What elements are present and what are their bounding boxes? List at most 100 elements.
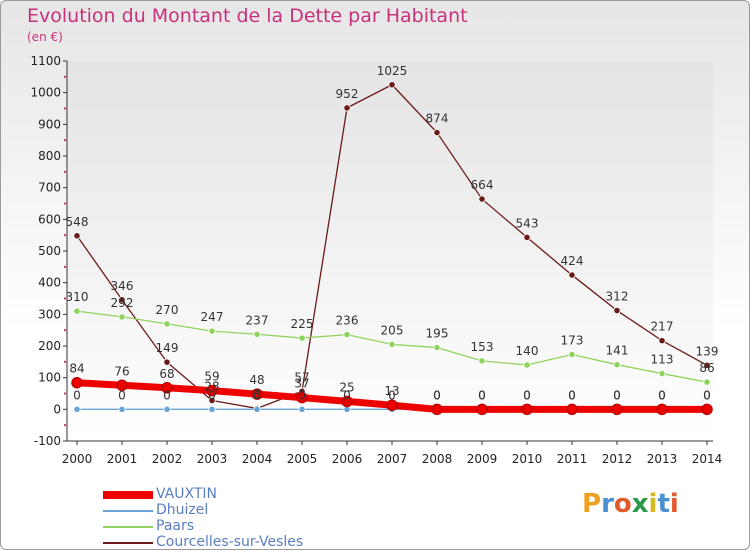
legend-swatch-vauxtin <box>103 491 153 499</box>
data-point-paars <box>118 313 126 321</box>
legend-label-dhuizel: Dhuizel <box>156 502 209 518</box>
data-point-paars <box>478 357 486 365</box>
data-point-vauxtin <box>611 403 623 416</box>
data-point-courcelles-sur-vesles <box>163 358 171 366</box>
data-label-paars: 141 <box>606 344 629 358</box>
data-label-courcelles-sur-vesles: 3 <box>253 387 261 401</box>
y-tick-label: 800 <box>38 149 61 163</box>
data-point-courcelles-sur-vesles <box>73 232 81 240</box>
data-label-courcelles-sur-vesles: 346 <box>111 279 134 293</box>
x-tick-label: 2004 <box>242 452 273 466</box>
y-tick-label: 200 <box>38 339 61 353</box>
data-label-paars: 113 <box>651 353 674 367</box>
data-point-vauxtin <box>251 388 263 400</box>
data-label-dhuizel: 0 <box>388 388 396 402</box>
data-label-paars: 270 <box>156 303 179 317</box>
y-tick-label: 400 <box>38 276 61 290</box>
data-label-vauxtin: 84 <box>69 362 84 376</box>
y-tick-label: 0 <box>53 402 61 416</box>
data-label-paars: 195 <box>426 327 449 341</box>
data-label-courcelles-sur-vesles: 28 <box>204 379 219 393</box>
y-tick-label: 500 <box>38 244 61 258</box>
legend-item-dhuizel: Dhuizel <box>103 502 363 519</box>
data-label-paars: 153 <box>471 340 494 354</box>
data-point-paars <box>343 330 351 339</box>
x-tick-label: 2012 <box>602 452 633 466</box>
data-point-paars <box>568 350 576 359</box>
data-label-vauxtin: 68 <box>159 367 174 381</box>
x-tick-label: 2010 <box>512 452 543 466</box>
logo-letter: x <box>631 489 649 519</box>
data-label-courcelles-sur-vesles: 149 <box>156 341 179 355</box>
data-label-dhuizel: 0 <box>343 388 351 402</box>
logo-letter: i <box>669 489 679 519</box>
x-tick-label: 2009 <box>467 452 498 466</box>
data-point-vauxtin <box>476 403 488 416</box>
y-tick-label: 900 <box>38 117 61 131</box>
y-tick-label: 100 <box>38 371 61 385</box>
legend-item-paars: Paars <box>103 518 363 535</box>
data-label-courcelles-sur-vesles: 217 <box>651 320 674 334</box>
data-label-paars: 205 <box>381 323 404 337</box>
data-label-paars: 237 <box>246 313 269 327</box>
data-label-vauxtin: 25 <box>339 380 354 394</box>
data-point-vauxtin <box>71 376 83 389</box>
data-label-vauxtin: 0 <box>613 388 621 402</box>
legend-swatch-courcelles <box>103 542 153 544</box>
data-label-vauxtin: 0 <box>658 388 666 402</box>
data-point-paars <box>73 307 81 315</box>
x-tick-label: 2014 <box>692 452 723 466</box>
data-label-courcelles-sur-vesles: 874 <box>426 112 449 126</box>
x-tick-label: 2013 <box>647 452 678 466</box>
data-label-courcelles-sur-vesles: 952 <box>336 87 359 101</box>
data-label-paars: 140 <box>516 344 539 358</box>
data-label-dhuizel: 0 <box>163 388 171 402</box>
data-point-courcelles-sur-vesles <box>433 128 441 137</box>
data-label-vauxtin: 0 <box>433 388 441 402</box>
data-point-vauxtin <box>386 399 398 411</box>
data-label-vauxtin: 13 <box>384 384 399 398</box>
data-label-paars: 236 <box>336 314 359 328</box>
data-point-vauxtin <box>521 403 533 416</box>
x-tick-label: 2002 <box>152 452 183 466</box>
data-label-dhuizel: 0 <box>658 388 666 402</box>
data-label-vauxtin: 0 <box>523 388 531 402</box>
data-label-courcelles-sur-vesles: 57 <box>294 370 309 384</box>
data-point-vauxtin <box>206 384 218 397</box>
data-label-dhuizel: 0 <box>118 388 126 402</box>
data-label-vauxtin: 0 <box>703 388 711 402</box>
data-label-courcelles-sur-vesles: 548 <box>66 215 89 229</box>
data-point-paars <box>658 369 666 378</box>
legend-label-vauxtin: VAUXTIN <box>156 486 218 502</box>
data-label-paars: 247 <box>201 310 224 324</box>
data-point-vauxtin <box>116 379 128 392</box>
data-label-paars: 292 <box>111 296 134 310</box>
data-point-courcelles-sur-vesles <box>388 81 396 89</box>
data-label-dhuizel: 0 <box>298 388 306 402</box>
x-tick-label: 2003 <box>197 452 228 466</box>
data-point-paars <box>613 361 621 369</box>
data-point-vauxtin <box>431 403 443 416</box>
data-label-dhuizel: 0 <box>568 388 576 402</box>
data-point-dhuizel <box>118 405 126 413</box>
chart-legend: VAUXTIN Dhuizel Paars Courcelles-sur-Ves… <box>103 486 363 549</box>
data-point-vauxtin <box>161 382 173 394</box>
data-point-vauxtin <box>701 403 713 416</box>
data-label-vauxtin: 37 <box>294 377 309 391</box>
data-point-paars <box>208 327 216 335</box>
data-point-paars <box>388 340 396 349</box>
data-point-courcelles-sur-vesles <box>703 361 711 369</box>
legend-item-vauxtin: VAUXTIN <box>103 486 363 503</box>
data-point-dhuizel <box>208 405 216 413</box>
data-label-vauxtin: 59 <box>204 370 219 384</box>
data-label-vauxtin: 0 <box>568 388 576 402</box>
legend-swatch-paars <box>103 526 153 528</box>
data-point-dhuizel <box>298 405 306 413</box>
data-point-courcelles-sur-vesles <box>208 396 216 405</box>
data-point-dhuizel <box>73 405 81 413</box>
data-label-paars: 173 <box>561 334 584 348</box>
data-point-dhuizel <box>163 405 171 413</box>
data-label-dhuizel: 0 <box>613 388 621 402</box>
